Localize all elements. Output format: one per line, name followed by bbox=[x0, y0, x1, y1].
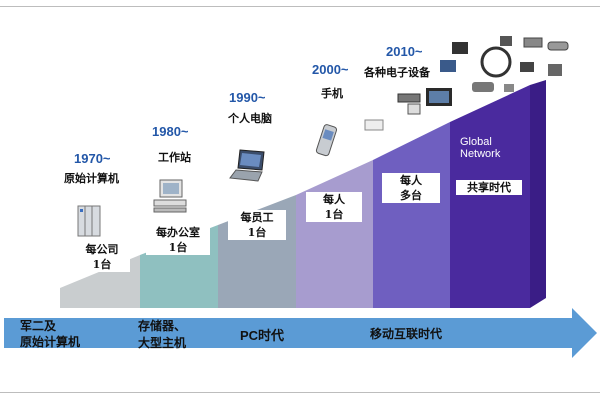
step-caption-3: 每员工 1台 bbox=[228, 210, 286, 240]
step-caption-4: 每人 1台 bbox=[306, 192, 362, 222]
timeline-arrow bbox=[4, 308, 597, 358]
step-caption-5-line2: 多台 bbox=[400, 189, 422, 202]
step-fill-6-side bbox=[530, 80, 546, 308]
step-caption-5: 每人 多台 bbox=[382, 173, 440, 203]
era-label-1990: 个人电脑 bbox=[228, 112, 272, 125]
step-caption-4-line1: 每人 bbox=[323, 193, 345, 206]
network-devices-icon bbox=[397, 36, 569, 115]
global-label: Global bbox=[460, 136, 492, 148]
mobile-phone-icon bbox=[315, 119, 384, 157]
year-label-2010: 2010~ bbox=[386, 44, 423, 59]
arrow-label-1-line1: 军二及 bbox=[20, 319, 57, 333]
step-caption-1-line1: 每公司 bbox=[85, 243, 119, 256]
arrow-label-2-line2: 大型主机 bbox=[138, 336, 187, 350]
step-fill-5 bbox=[373, 122, 450, 308]
step-caption-4-line2: 1台 bbox=[324, 208, 344, 221]
arrow-label-3: PC时代 bbox=[240, 328, 285, 343]
top-rule bbox=[0, 6, 600, 7]
year-label-1980: 1980~ bbox=[152, 124, 189, 139]
step-fill-4 bbox=[296, 160, 373, 308]
step-caption-6: 共享时代 bbox=[456, 180, 522, 195]
bottom-rule bbox=[0, 392, 600, 393]
year-label-2000: 2000~ bbox=[312, 62, 349, 77]
arrow-label-4: 移动互联时代 bbox=[370, 327, 443, 341]
workstation-icon bbox=[153, 179, 187, 213]
year-label-1970: 1970~ bbox=[74, 151, 111, 166]
era-label-2000: 手机 bbox=[321, 87, 343, 100]
step-caption-1: 每公司 1台 bbox=[74, 242, 130, 272]
step-caption-1-line2: 1台 bbox=[92, 258, 112, 271]
mainframe-icon bbox=[77, 205, 101, 237]
step-caption-2-line2: 1台 bbox=[168, 241, 188, 254]
arrow-label-1-line2: 原始计算机 bbox=[20, 335, 81, 349]
era-label-1970: 原始计算机 bbox=[64, 172, 119, 185]
step-caption-5-line1: 每人 bbox=[400, 174, 422, 187]
step-caption-6-heading: Global Network bbox=[460, 136, 526, 160]
shared-era-label: 共享时代 bbox=[467, 181, 511, 194]
era-label-1980: 工作站 bbox=[158, 151, 191, 164]
network-label: Network bbox=[460, 148, 501, 160]
step-caption-3-line1: 每员工 bbox=[240, 211, 274, 224]
step-caption-2-line1: 每办公室 bbox=[156, 226, 200, 239]
arrow-label-1: 军二及 原始计算机 bbox=[20, 318, 80, 350]
year-label-1990: 1990~ bbox=[229, 90, 266, 105]
step-fill-6 bbox=[450, 85, 530, 308]
arrow-label-2-line1: 存储器、 bbox=[138, 319, 187, 333]
step-caption-2: 每办公室 1台 bbox=[146, 225, 210, 255]
arrow-label-2: 存储器、 大型主机 bbox=[138, 318, 186, 352]
era-label-2010: 各种电子设备 bbox=[364, 66, 430, 79]
laptop-icon bbox=[229, 149, 265, 182]
step-caption-3-line2: 1台 bbox=[247, 226, 267, 239]
